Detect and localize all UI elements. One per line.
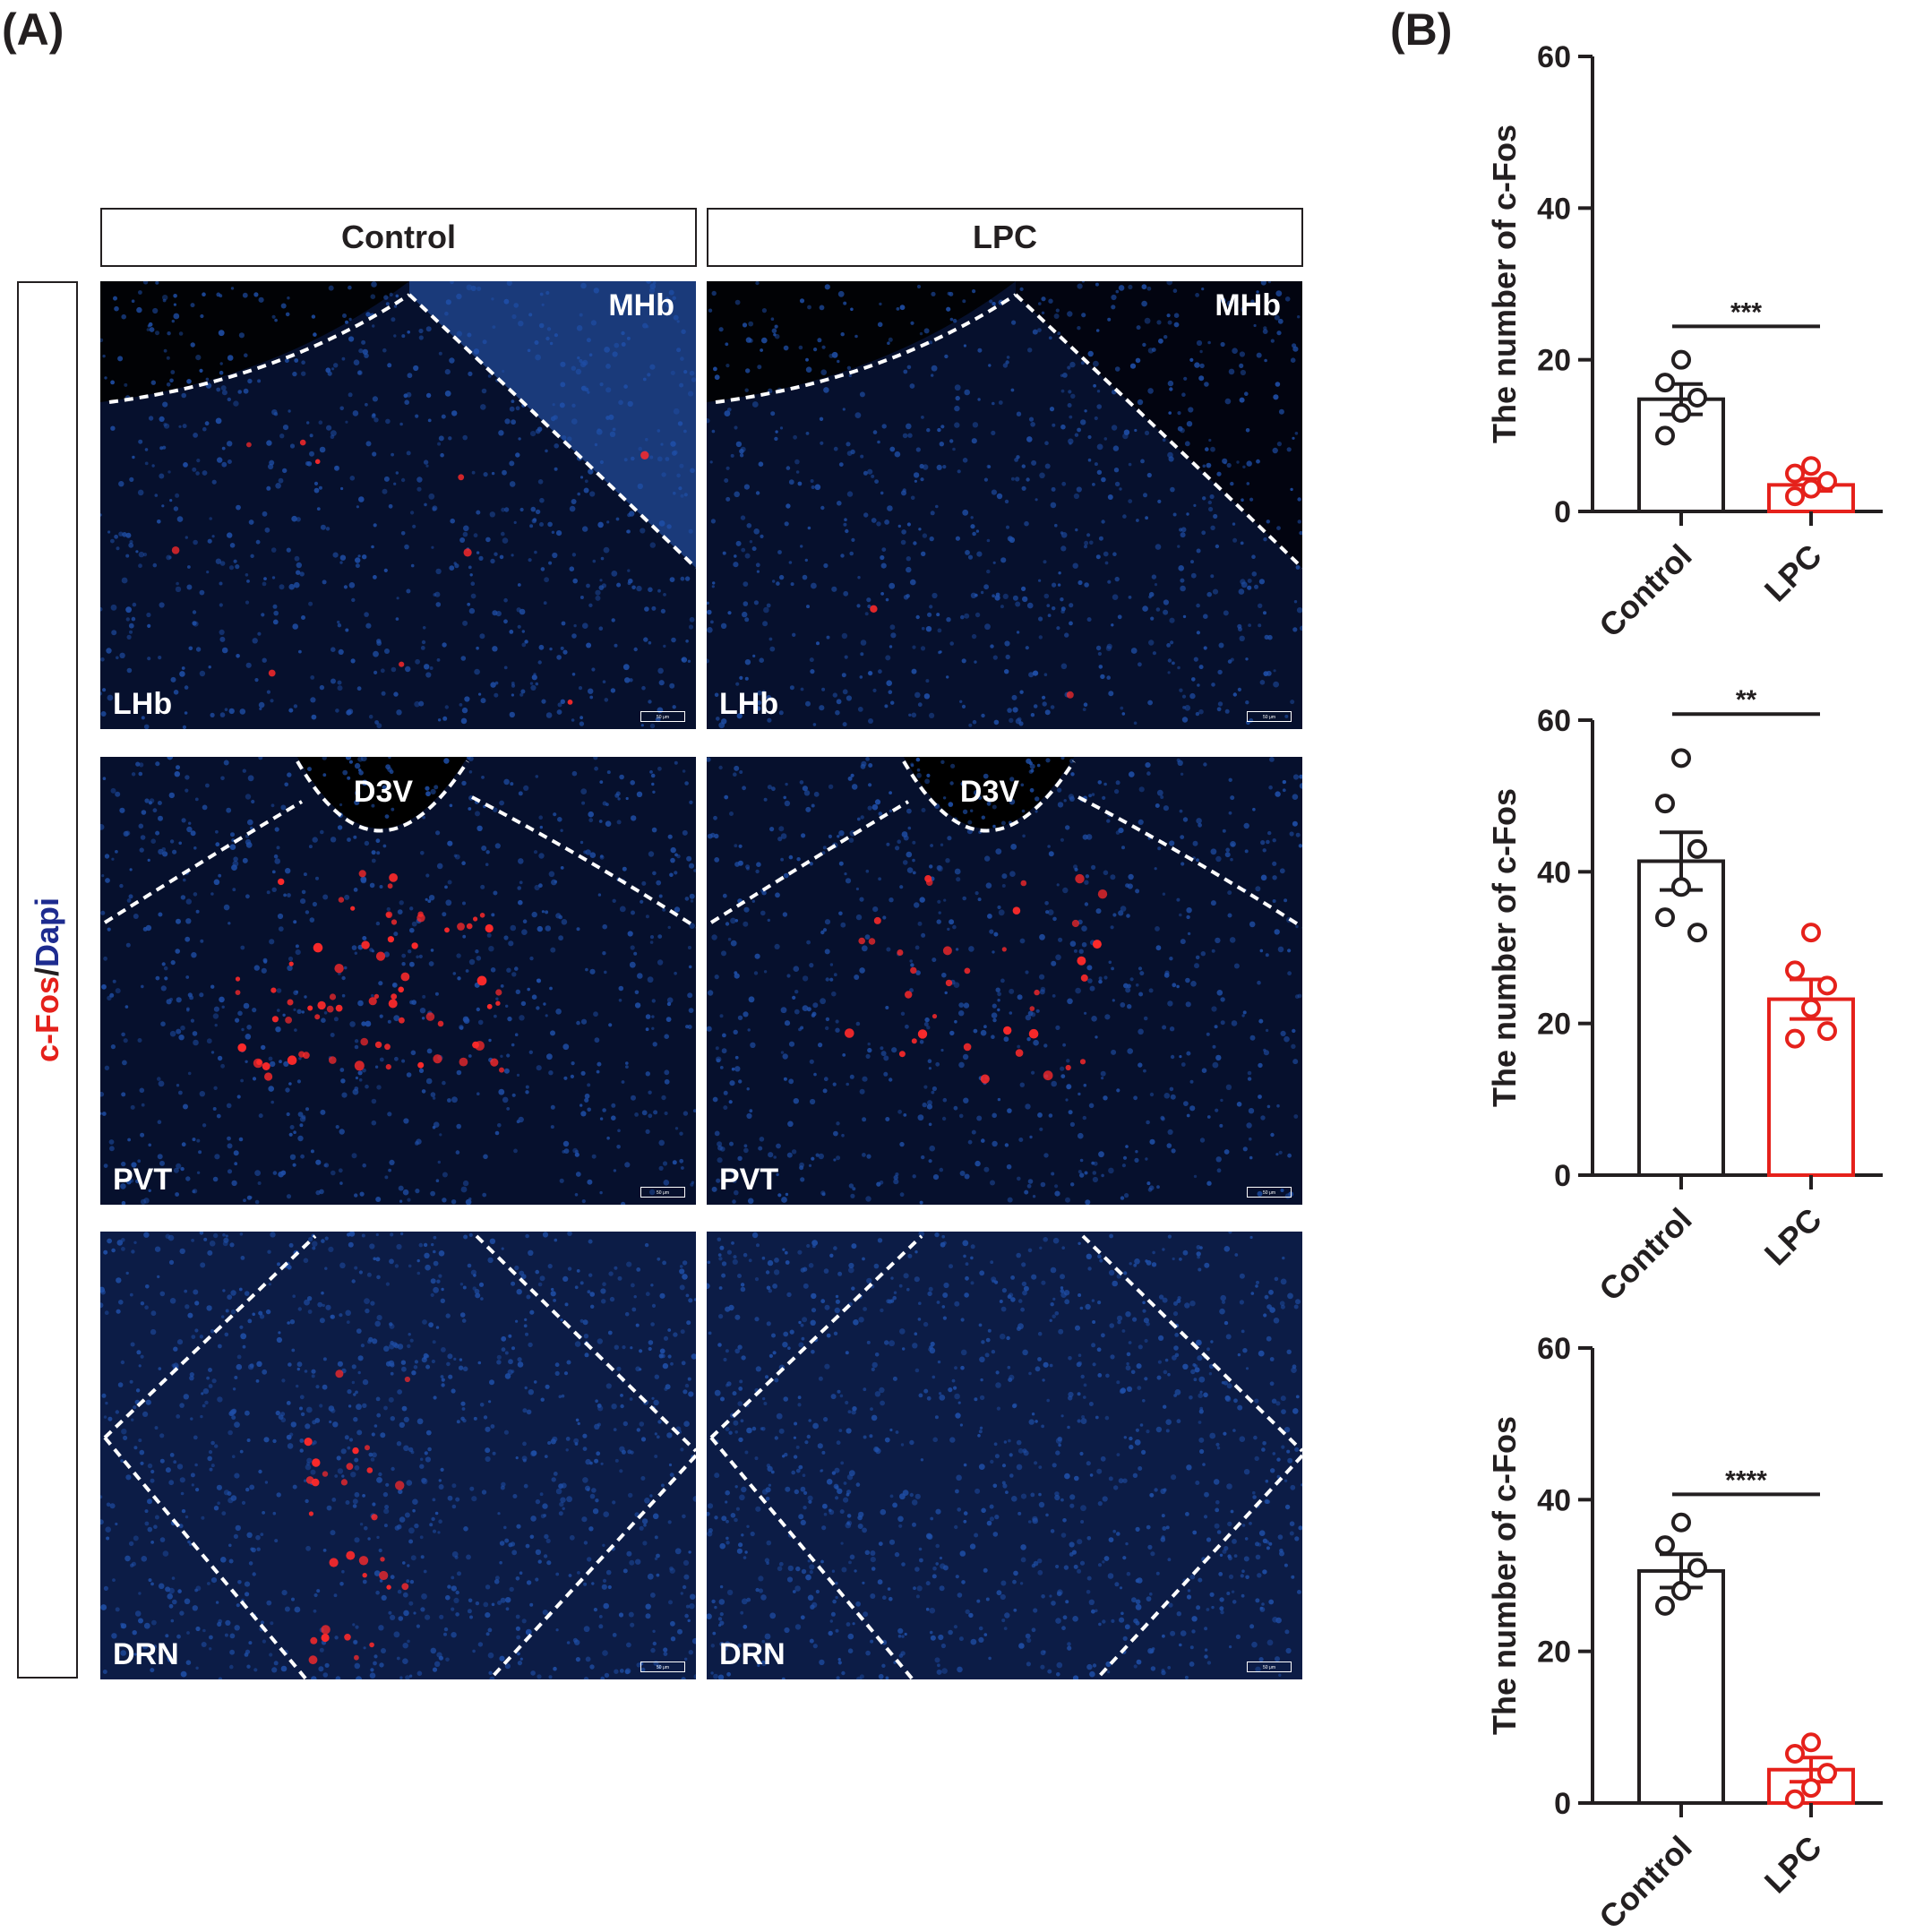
stain-label: c-Fos/Dapi (29, 897, 66, 1062)
micrograph-image (707, 281, 1302, 729)
data-point (1655, 373, 1675, 393)
micrograph-image (707, 757, 1302, 1205)
significance-stars: **** (1725, 1465, 1767, 1495)
micrograph-drn-control: DRN 50 μm (100, 1232, 696, 1679)
x-tick-label: Control (1592, 1201, 1698, 1308)
x-tick-label: LPC (1757, 1201, 1829, 1273)
scale-bar: 50 μm (640, 711, 685, 722)
y-tick-label: 20 (1537, 1008, 1571, 1042)
bar (1637, 859, 1725, 1177)
bar (1767, 1767, 1855, 1806)
cfos-label: c-Fos (29, 976, 65, 1063)
data-point (1687, 838, 1707, 859)
data-point (1671, 748, 1691, 769)
landmark-label: D3V (353, 775, 414, 809)
bar (1767, 997, 1855, 1178)
x-tick-label: LPC (1757, 537, 1829, 609)
data-point (1687, 923, 1707, 943)
y-tick-label: 0 (1554, 495, 1571, 529)
panel-b-letter: (B) (1390, 4, 1453, 55)
landmark-label: MHb (608, 288, 674, 322)
y-tick-label: 60 (1537, 1332, 1571, 1366)
data-point (1817, 1763, 1837, 1783)
dapi-label: Dapi (29, 897, 65, 967)
significance-stars: ** (1736, 685, 1757, 715)
data-point (1655, 794, 1675, 814)
data-point (1801, 456, 1821, 477)
bar (1637, 1568, 1725, 1806)
panel-a-letter: (A) (2, 4, 64, 55)
landmark-label: MHb (1215, 288, 1281, 322)
data-point (1655, 1595, 1675, 1616)
micrograph-pvt-control: PVT D3V 50 μm (100, 757, 696, 1205)
data-point (1687, 1558, 1707, 1578)
scale-bar: 50 μm (1247, 1662, 1292, 1672)
micrograph-image (707, 1232, 1302, 1679)
significance-stars: *** (1730, 297, 1762, 327)
data-point (1671, 1512, 1691, 1533)
stain-separator: / (29, 966, 65, 977)
scale-bar: 50 μm (640, 1187, 685, 1198)
data-point (1785, 1743, 1805, 1764)
y-axis-label: The number of c-Fos (1486, 788, 1523, 1107)
data-point (1671, 877, 1691, 897)
data-point (1801, 1732, 1821, 1753)
x-tick-label: LPC (1757, 1829, 1829, 1901)
column-header-control: Control (100, 208, 697, 267)
data-point (1671, 402, 1691, 423)
landmark-label: D3V (959, 775, 1020, 809)
data-point (1655, 425, 1675, 446)
data-point (1655, 907, 1675, 928)
row-label-box (17, 281, 78, 1679)
data-point (1801, 998, 1821, 1018)
data-point (1817, 471, 1837, 492)
data-point (1801, 478, 1821, 499)
data-point (1817, 975, 1837, 996)
y-tick-label: 60 (1537, 704, 1571, 738)
data-point (1785, 960, 1805, 981)
data-point (1785, 1789, 1805, 1809)
data-point (1817, 1021, 1837, 1042)
y-tick-label: 60 (1537, 40, 1571, 74)
data-point (1785, 463, 1805, 484)
y-axis-label: The number of c-Fos (1486, 125, 1523, 443)
region-label: LHb (719, 687, 779, 721)
scale-bar: 50 μm (640, 1662, 685, 1672)
micrograph-image (100, 281, 696, 729)
region-label: DRN (719, 1637, 786, 1671)
y-tick-label: 40 (1537, 192, 1571, 226)
data-point (1801, 1778, 1821, 1799)
scale-bar: 50 μm (1247, 1187, 1292, 1198)
y-tick-label: 20 (1537, 344, 1571, 378)
data-point (1785, 486, 1805, 507)
column-header-lpc: LPC (707, 208, 1303, 267)
region-label: PVT (719, 1163, 779, 1197)
data-point (1655, 1535, 1675, 1556)
data-point (1785, 1028, 1805, 1049)
region-label: PVT (113, 1163, 173, 1197)
data-point (1687, 388, 1707, 408)
y-tick-label: 0 (1554, 1787, 1571, 1821)
x-tick-label: Control (1592, 1829, 1698, 1932)
y-tick-label: 40 (1537, 1483, 1571, 1517)
y-tick-label: 0 (1554, 1159, 1571, 1193)
scale-bar: 50 μm (1247, 711, 1292, 722)
region-label: DRN (113, 1637, 179, 1671)
y-tick-label: 20 (1537, 1636, 1571, 1670)
data-point (1671, 1580, 1691, 1601)
micrograph-lhb-lpc: LHb MHb 50 μm (707, 281, 1302, 729)
y-tick-label: 40 (1537, 855, 1571, 889)
micrograph-image (100, 1232, 696, 1679)
micrograph-drn-lpc: DRN 50 μm (707, 1232, 1302, 1679)
x-tick-label: Control (1592, 537, 1698, 644)
y-axis-label: The number of c-Fos (1486, 1416, 1523, 1735)
bar (1637, 397, 1725, 513)
data-point (1801, 923, 1821, 943)
micrograph-pvt-lpc: PVT D3V 50 μm (707, 757, 1302, 1205)
micrograph-image (100, 757, 696, 1205)
micrograph-lhb-control: LHb MHb 50 μm (100, 281, 696, 729)
data-point (1671, 349, 1691, 370)
region-label: LHb (113, 687, 173, 721)
bar (1767, 483, 1855, 513)
